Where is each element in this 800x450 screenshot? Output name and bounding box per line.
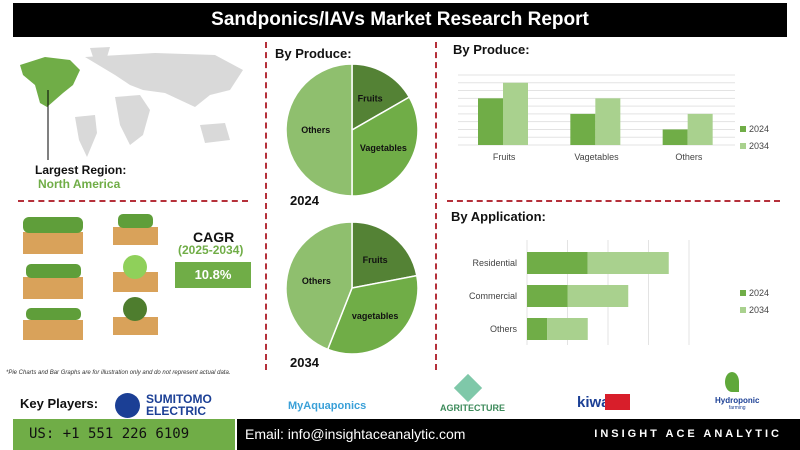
x-tick-label: Vagetables [574, 152, 619, 162]
y-tick-label: Commercial [469, 291, 517, 301]
bar-2034-vagetables [595, 98, 621, 145]
bar-2034-others [547, 318, 588, 340]
kiwa-logo: kiwa [577, 394, 610, 411]
disclaimer: *Pie Charts and Bar Graphs are for illus… [6, 370, 231, 376]
pie-label: Others [301, 125, 330, 135]
bar-2034-fruits [503, 82, 528, 145]
pie-caption-2034: 2034 [290, 355, 319, 370]
pie-slice-others [285, 63, 353, 197]
bar-title-produce: By Produce: [453, 42, 530, 57]
agritecture-logo: AGRITECTURE [440, 403, 505, 413]
legend-swatch [740, 290, 746, 296]
legend-swatch [740, 307, 746, 313]
legend-label: 2024 [749, 124, 769, 134]
email[interactable]: Email: info@insightaceanalytic.com [245, 426, 466, 442]
pie-label: Fruits [358, 94, 383, 104]
bar-2034-others [687, 113, 713, 145]
pie-slice-others [285, 221, 353, 351]
phone[interactable]: US: +1 551 226 6109 [13, 419, 235, 450]
cagr-period: (2025-2034) [178, 243, 244, 257]
pie-caption-2024: 2024 [290, 193, 319, 208]
kiwa-flag-icon [605, 394, 630, 410]
pie-slice-vagetables [351, 96, 419, 197]
bar-2024-vagetables [570, 113, 596, 145]
pie-chart-2024: Fruits Vagetables Others [285, 63, 419, 197]
leaf-icon [725, 372, 739, 392]
bar-title-application: By Application: [451, 209, 546, 224]
bar-chart-application: Residential Commercial Others 2024 2034 [469, 240, 769, 345]
legend-swatch [740, 126, 746, 132]
sumitomo-logo: SUMITOMO ELECTRIC [146, 392, 212, 418]
divider [435, 42, 437, 370]
brand-logo: INSIGHT ACE ANALYTIC [594, 428, 782, 440]
key-players-label: Key Players: [20, 396, 99, 411]
pie-chart-2034: Fruits vagetables Others [285, 221, 419, 355]
largest-region-value: North America [38, 177, 121, 191]
bar-2024-residential [527, 252, 588, 274]
legend-label: 2034 [749, 305, 769, 315]
pie-slice-fruits [351, 221, 418, 289]
north-america-highlight [20, 57, 80, 107]
divider [447, 200, 780, 202]
legend-swatch [740, 143, 746, 149]
largest-region-label: Largest Region: [35, 163, 127, 177]
pie-slice-vagetables [326, 274, 419, 355]
pie-label: Vagetables [360, 143, 407, 153]
bar-2034-commercial [567, 285, 629, 307]
report-title: Sandponics/IAVs Market Research Report [13, 3, 787, 37]
sumitomo-logo-icon [115, 393, 140, 418]
hydroponic-logo: Hydroponic farming [715, 396, 760, 411]
pie-title: By Produce: [275, 46, 352, 61]
divider [18, 200, 248, 202]
divider [265, 42, 267, 370]
legend-label: 2034 [749, 141, 769, 151]
bar-chart-produce: Fruits Vagetables Others 2024 2034 [458, 74, 769, 162]
myaquaponics-logo: MyAquaponics [288, 400, 367, 412]
pie-label: Others [302, 276, 331, 286]
y-tick-label: Others [490, 324, 518, 334]
cagr-value: 10.8% [175, 262, 251, 288]
pie-label: vagetables [352, 311, 399, 321]
cagr-label: CAGR [193, 229, 235, 245]
world-map [20, 47, 243, 160]
bar-2024-fruits [478, 98, 503, 145]
footer-bar: Email: info@insightaceanalytic.com INSIG… [237, 419, 800, 450]
pie-label: Fruits [363, 255, 388, 265]
bar-2024-commercial [527, 285, 568, 307]
x-tick-label: Fruits [493, 152, 516, 162]
pie-slice-fruits [351, 63, 411, 132]
bar-2024-others [662, 129, 688, 145]
y-tick-label: Residential [472, 258, 517, 268]
agritecture-icon [453, 373, 483, 403]
x-tick-label: Others [675, 152, 703, 162]
bar-2024-others [527, 318, 548, 340]
legend-label: 2024 [749, 288, 769, 298]
plant-boxes-illustration [23, 214, 158, 340]
bar-2034-residential [587, 252, 669, 274]
